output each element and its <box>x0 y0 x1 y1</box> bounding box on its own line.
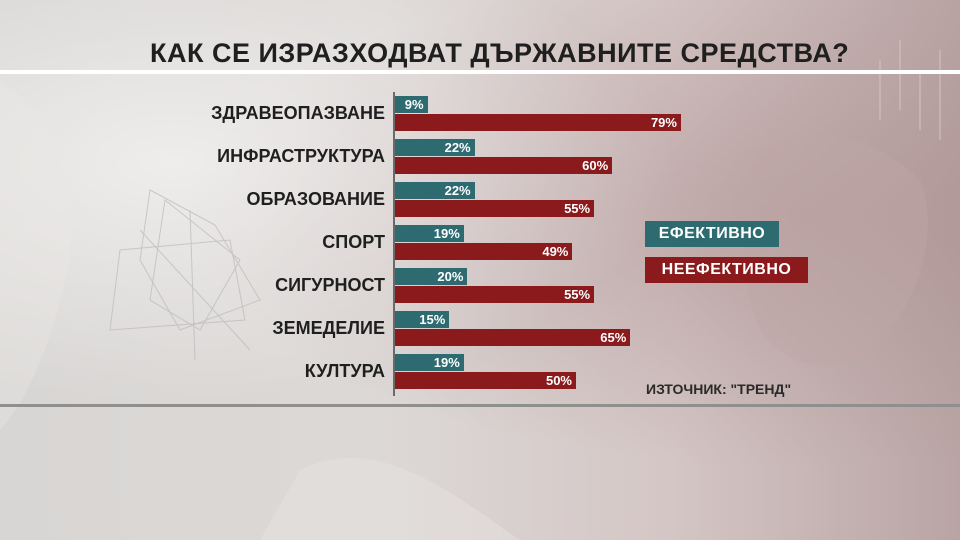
legend-ineffective: НЕЕФЕКТИВНО <box>645 257 808 283</box>
bar-value-label: 55% <box>564 201 591 216</box>
category-label-education: ОБРАЗОВАНИЕ <box>246 189 385 209</box>
title-underline <box>0 70 960 74</box>
bar-value-label: 22% <box>444 140 471 155</box>
bar-value-label: 20% <box>437 269 464 284</box>
bar-ineffective-education: 55% <box>395 200 595 217</box>
bar-value-label: 9% <box>404 97 424 112</box>
category-label-infrastructure: ИНФРАСТРУКТУРА <box>217 146 385 166</box>
bar-effective-agriculture: 15% <box>395 311 450 328</box>
bar-ineffective-healthcare: 79% <box>395 114 681 131</box>
bar-value-label: 65% <box>600 330 627 345</box>
bar-effective-sport: 19% <box>395 225 464 242</box>
bar-value-label: 79% <box>650 115 677 130</box>
bar-ineffective-sport: 49% <box>395 243 573 260</box>
source-note: ИЗТОЧНИК: "ТРЕНД" <box>646 381 792 397</box>
bar-ineffective-security: 55% <box>395 286 595 303</box>
bar-value-label: 60% <box>582 158 609 173</box>
category-label-culture: КУЛТУРА <box>304 361 385 381</box>
bar-value-label: 15% <box>419 312 446 327</box>
bar-effective-security: 20% <box>395 268 468 285</box>
bar-ineffective-agriculture: 65% <box>395 329 631 346</box>
bar-value-label: 19% <box>433 226 460 241</box>
category-label-sport: СПОРТ <box>322 232 385 252</box>
category-label-agriculture: ЗЕМЕДЕЛИЕ <box>272 318 385 338</box>
bar-value-label: 22% <box>444 183 471 198</box>
bar-value-label: 19% <box>433 355 460 370</box>
bar-ineffective-culture: 50% <box>395 372 576 389</box>
bar-value-label: 55% <box>564 287 591 302</box>
bar-ineffective-infrastructure: 60% <box>395 157 613 174</box>
bar-effective-education: 22% <box>395 182 475 199</box>
bar-effective-culture: 19% <box>395 354 464 371</box>
bottom-divider <box>0 404 960 407</box>
bar-value-label: 49% <box>542 244 569 259</box>
category-label-healthcare: ЗДРАВЕОПАЗВАНЕ <box>211 103 385 123</box>
bar-effective-infrastructure: 22% <box>395 139 475 156</box>
category-label-security: СИГУРНОСТ <box>275 275 385 295</box>
bar-value-label: 50% <box>545 373 572 388</box>
category-axis-line <box>393 92 395 396</box>
chart-title: КАК СЕ ИЗРАЗХОДВАТ ДЪРЖАВНИТЕ СРЕДСТВА? <box>150 38 850 68</box>
legend-effective: ЕФЕКТИВНО <box>645 221 779 247</box>
bar-effective-healthcare: 9% <box>395 96 428 113</box>
